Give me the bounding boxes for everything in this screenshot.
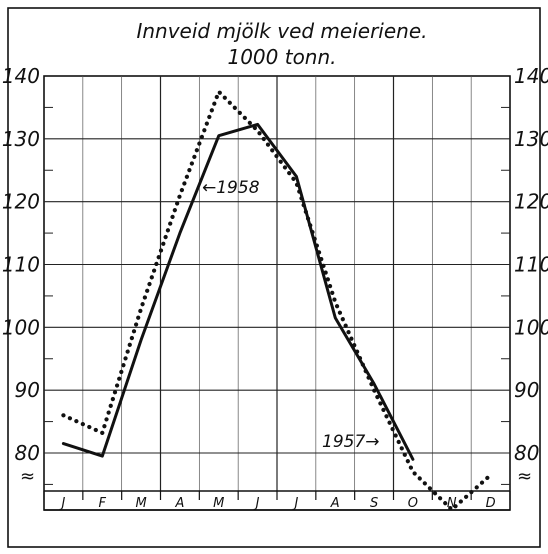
outer-frame [7,7,541,548]
month-label: D [486,496,496,511]
series-layer [61,89,493,512]
annotation-1957: 1957→ [322,432,380,452]
y-tick-label-left: 110 [2,253,40,277]
y-tick-label-left: 120 [2,190,40,214]
y-tick-label-right: 130 [514,127,548,151]
series-line-1958 [61,122,415,461]
month-label: J [291,496,298,511]
month-label: F [99,496,107,511]
axis-break-right: ≈ [517,466,532,487]
month-label: N [447,496,457,511]
month-label: A [174,496,184,511]
gridlines [43,76,511,511]
y-tick-label-right: 120 [514,190,548,214]
y-tick-label-right: 100 [514,315,548,339]
month-label: A [330,496,340,511]
y-tick-labels-left: 80 90 100 110 120 130 140 [2,64,40,465]
annotation-1958: ←1958 [202,178,260,198]
month-label: J [253,496,260,511]
month-label: O [408,496,418,511]
month-label: S [370,496,378,511]
y-tick-label-right: 140 [514,64,548,88]
y-tick-label-left: 130 [2,127,40,151]
y-tick-label-left: 100 [2,315,40,339]
chart-title: Innveid mjölk ved meieriene. [136,19,427,43]
month-label: M [135,496,146,511]
series-line-1957 [61,89,493,512]
y-tick-label-right: 80 [514,441,539,465]
axis-break-left: ≈ [20,466,35,487]
month-label: M [213,496,224,511]
chart-subtitle: 1000 tonn. [227,45,336,69]
y-tick-label-right: 110 [514,253,548,277]
y-tick-label-left: 140 [2,64,40,88]
month-label: J [58,496,65,511]
y-tick-label-left: 90 [15,378,40,402]
y-tick-label-right: 90 [514,378,539,402]
y-tick-labels-right: 80 90 100 110 120 130 140 [514,64,548,465]
y-tick-label-left: 80 [15,441,40,465]
